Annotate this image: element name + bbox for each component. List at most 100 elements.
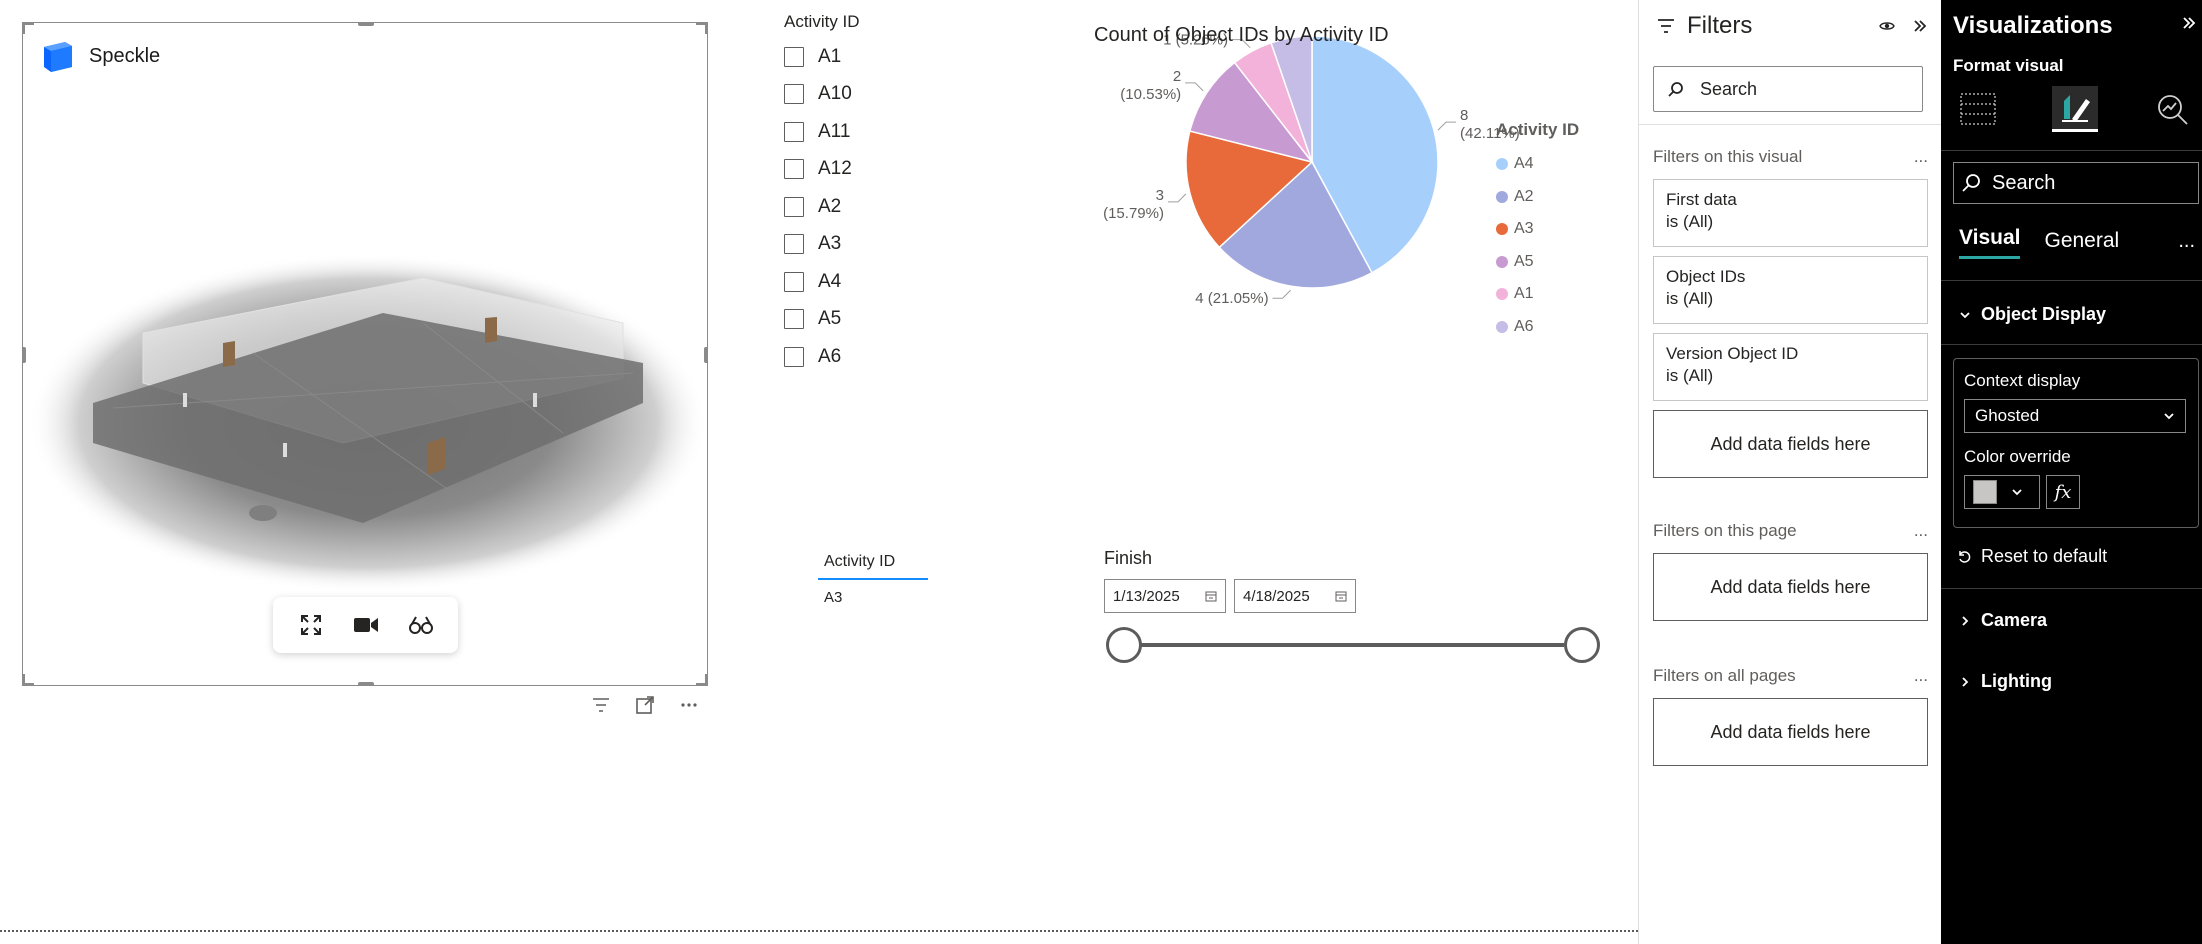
- tab-general[interactable]: General: [2044, 229, 2120, 252]
- eye-icon[interactable]: [1879, 20, 1895, 32]
- slider-start-handle[interactable]: [1106, 627, 1142, 663]
- lighting-section[interactable]: Lighting: [1959, 671, 2052, 692]
- pie-chart-visual[interactable]: 8 (42.11%) 4 (21.05%) 3 (15.79%) 2 (10.53%) 1 (…: [1090, 20, 1630, 380]
- checkbox[interactable]: [784, 309, 804, 330]
- resize-handle[interactable]: [358, 682, 374, 685]
- more-options-icon[interactable]: ...: [1913, 521, 1928, 540]
- resize-handle[interactable]: [704, 347, 707, 363]
- start-date-input[interactable]: 1/13/2025: [1104, 579, 1226, 613]
- more-options-icon[interactable]: ...: [1913, 147, 1928, 166]
- focus-mode-icon[interactable]: [634, 694, 656, 716]
- filter-card-name: First data: [1666, 190, 1737, 209]
- visualizations-search-input[interactable]: Search: [1953, 162, 2199, 204]
- report-canvas: Speckle: [0, 12, 1638, 932]
- table-header[interactable]: Activity ID: [818, 548, 928, 580]
- data-label-leader: [1167, 193, 1187, 203]
- pie-chart[interactable]: 8(42.11%) 4 (21.05%) 3(15.79%) 2(10.53%) 1 (…: [1090, 20, 1630, 380]
- checkbox[interactable]: [784, 346, 804, 367]
- add-data-fields-page[interactable]: Add data fields here: [1653, 553, 1928, 621]
- pie-slice[interactable]: [1270, 35, 1313, 163]
- object-display-section[interactable]: Object Display: [1959, 304, 2106, 325]
- filter-card-state: is (All): [1666, 289, 1714, 309]
- checkbox[interactable]: [784, 196, 804, 217]
- camera-video-icon[interactable]: [348, 607, 384, 643]
- selection-corner[interactable]: [23, 23, 34, 34]
- camera-section[interactable]: Camera: [1959, 610, 2047, 631]
- format-visual-label: Format visual: [1953, 56, 2064, 75]
- slicer-item[interactable]: A3: [784, 226, 1004, 264]
- conditional-format-fx-button[interactable]: fx: [2046, 475, 2080, 509]
- filter-card-name: Version Object ID: [1666, 344, 1799, 363]
- slider-track[interactable]: [1124, 643, 1564, 647]
- table-row[interactable]: A3: [824, 589, 843, 606]
- legend-item[interactable]: A1: [1496, 278, 1579, 311]
- selection-corner[interactable]: [23, 674, 34, 685]
- reset-to-default-button[interactable]: Reset to default: [1957, 546, 2107, 567]
- add-data-fields-visual[interactable]: Add data fields here: [1653, 410, 1928, 478]
- resize-handle[interactable]: [23, 347, 26, 363]
- filter-card-version-object-id[interactable]: Version Object ID is (All): [1653, 333, 1928, 401]
- more-options-icon[interactable]: ...: [1913, 666, 1928, 685]
- filters-search-input[interactable]: Search: [1653, 66, 1923, 112]
- legend-marker: [1496, 158, 1508, 171]
- resize-handle[interactable]: [358, 23, 374, 26]
- pie-slice[interactable]: [1188, 61, 1314, 164]
- speckle-header: Speckle: [41, 39, 160, 73]
- filter-icon[interactable]: [590, 694, 612, 716]
- building-3d-scene[interactable]: [23, 23, 708, 686]
- pie-slice[interactable]: [1218, 160, 1373, 289]
- checkbox[interactable]: [784, 46, 804, 67]
- more-options-icon[interactable]: [678, 694, 700, 716]
- checkbox[interactable]: [784, 121, 804, 142]
- pie-slice[interactable]: [1311, 35, 1439, 274]
- checkbox[interactable]: [784, 271, 804, 292]
- slider-end-handle[interactable]: [1564, 627, 1600, 663]
- date-range-slider[interactable]: [1104, 627, 1600, 663]
- add-data-fields-all-pages[interactable]: Add data fields here: [1653, 698, 1928, 766]
- tab-visual[interactable]: Visual: [1959, 226, 2021, 259]
- context-display-dropdown[interactable]: Ghosted: [1964, 399, 2186, 433]
- slicer-item[interactable]: A5: [784, 301, 1004, 339]
- slicer-item[interactable]: A2: [784, 188, 1004, 226]
- activity-table-visual[interactable]: Activity ID A3: [818, 548, 928, 606]
- slicer-item[interactable]: A10: [784, 76, 1004, 114]
- color-override-picker[interactable]: [1964, 475, 2040, 509]
- speckle-3d-visual[interactable]: Speckle: [22, 22, 708, 686]
- date-slicer-title: Finish: [1104, 548, 1153, 568]
- legend-item[interactable]: A4: [1496, 148, 1579, 181]
- selection-corner[interactable]: [696, 23, 707, 34]
- slicer-item[interactable]: A12: [784, 151, 1004, 189]
- calendar-icon[interactable]: [1335, 590, 1347, 602]
- slicer-item[interactable]: A11: [784, 113, 1004, 151]
- collapse-pane-icon[interactable]: [1913, 19, 1927, 33]
- selection-corner[interactable]: [696, 674, 707, 685]
- filter-card-object-ids[interactable]: Object IDs is (All): [1653, 256, 1928, 324]
- collapse-pane-icon[interactable]: [2182, 16, 2196, 30]
- pie-slice[interactable]: [1185, 130, 1314, 249]
- chart-title: Count of Object IDs by Activity ID: [1094, 24, 1389, 46]
- build-visual-icon[interactable]: [1955, 86, 2001, 132]
- filter-icon: [1658, 19, 1674, 33]
- checkbox[interactable]: [784, 234, 804, 255]
- legend-item[interactable]: A2: [1496, 181, 1579, 214]
- legend-item[interactable]: A6: [1496, 311, 1579, 344]
- slicer-item[interactable]: A4: [784, 263, 1004, 301]
- checkbox[interactable]: [784, 84, 804, 105]
- end-date-input[interactable]: 4/18/2025: [1234, 579, 1356, 613]
- object-display-card: Context display Ghosted Color override f…: [1953, 358, 2199, 528]
- legend-item[interactable]: A5: [1496, 246, 1579, 279]
- slicer-item[interactable]: A1: [784, 38, 1004, 76]
- slicer-item[interactable]: A6: [784, 338, 1004, 376]
- legend-item[interactable]: A3: [1496, 213, 1579, 246]
- section-title: Filters on this visual: [1653, 147, 1803, 166]
- analytics-icon[interactable]: [2149, 86, 2195, 132]
- calendar-icon[interactable]: [1205, 590, 1217, 602]
- filter-card-first-data[interactable]: First data is (All): [1653, 179, 1928, 247]
- section-title: Filters on all pages: [1653, 666, 1796, 685]
- format-visual-icon[interactable]: [2052, 86, 2098, 132]
- speckle-name: Speckle: [89, 44, 161, 67]
- checkbox[interactable]: [784, 159, 804, 180]
- glasses-icon[interactable]: [403, 607, 439, 643]
- more-options-icon[interactable]: ...: [2178, 230, 2195, 252]
- fullscreen-icon[interactable]: [293, 607, 329, 643]
